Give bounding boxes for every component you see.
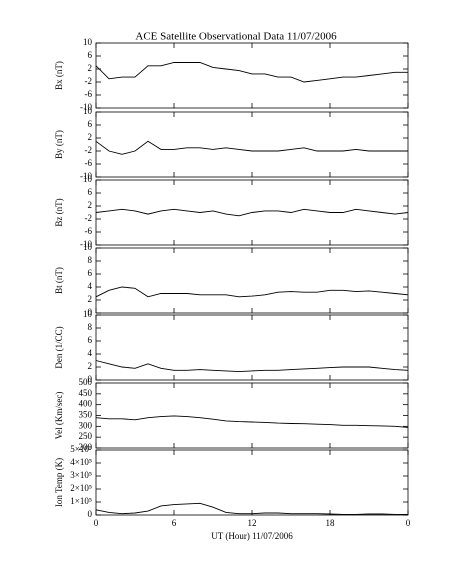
- y-axis-label: By (nT): [54, 130, 64, 159]
- y-tick-label: 2: [88, 200, 93, 210]
- y-tick-label: -6: [85, 226, 93, 236]
- y-axis-label: Bt (nT): [54, 267, 64, 294]
- y-tick-label: 3×10⁵: [70, 470, 92, 480]
- panel-frame: [95, 314, 409, 381]
- y-tick-label: 250: [79, 431, 93, 441]
- y-tick-label: 8: [88, 322, 93, 332]
- data-line: [95, 415, 409, 428]
- panel-frame: [95, 111, 409, 178]
- y-tick-label: 400: [79, 399, 93, 409]
- data-line: [95, 208, 409, 217]
- y-tick-label: 2: [88, 361, 93, 371]
- data-line: [95, 62, 408, 83]
- x-axis-label: UT (Hour) 11/07/2006: [211, 531, 293, 541]
- y-tick-label: 10: [83, 309, 93, 319]
- data-line: [95, 502, 408, 515]
- panel-frame: [95, 247, 409, 314]
- y-tick-label: 2×10⁵: [70, 483, 92, 493]
- y-tick-label: 4: [88, 348, 93, 358]
- y-tick-label: 0: [88, 307, 93, 317]
- y-tick-label: 350: [79, 410, 93, 420]
- y-tick-label: 0: [88, 374, 93, 384]
- y-tick-label: 6: [88, 187, 93, 197]
- y-tick-label: 4: [88, 281, 93, 291]
- data-line: [95, 360, 409, 373]
- y-tick-label: 6: [88, 268, 93, 278]
- y-tick-label: 450: [79, 388, 93, 398]
- y-tick-label: 200: [79, 442, 93, 452]
- y-tick-label: -10: [80, 102, 92, 112]
- y-tick-label: 0: [88, 509, 93, 519]
- panel-frame: [95, 42, 409, 109]
- y-tick-label: -2: [85, 213, 93, 223]
- y-tick-label: 10: [83, 174, 93, 184]
- data-line: [95, 140, 408, 155]
- y-tick-label: 6: [88, 50, 93, 60]
- y-tick-label: -2: [85, 145, 93, 155]
- y-tick-label: 500: [79, 377, 93, 387]
- y-tick-label: 6: [88, 335, 93, 345]
- y-tick-label: -6: [85, 158, 93, 168]
- x-tick-label: 18: [326, 518, 336, 528]
- y-tick-label: 8: [88, 255, 93, 265]
- y-tick-label: -6: [85, 89, 93, 99]
- y-tick-label: 5×10⁵: [70, 444, 92, 454]
- y-tick-label: -10: [80, 171, 92, 181]
- x-tick-label: 0: [94, 518, 99, 528]
- data-line: [95, 286, 409, 298]
- y-axis-label: Den (1/CC): [54, 326, 64, 368]
- x-tick-label: 6: [172, 518, 177, 528]
- y-tick-label: 300: [79, 420, 93, 430]
- chart-title: ACE Satellite Observational Data 11/07/2…: [135, 31, 337, 43]
- y-tick-label: 6: [88, 119, 93, 129]
- y-tick-label: -2: [85, 76, 93, 86]
- y-tick-label: 1×10⁵: [70, 496, 92, 506]
- y-tick-label: 2: [88, 132, 93, 142]
- y-tick-label: 10: [83, 37, 93, 47]
- y-axis-label: Bx (nT): [54, 61, 64, 90]
- y-axis-label: Bz (nT): [54, 198, 64, 226]
- panel-frame: [95, 382, 409, 449]
- y-tick-label: 2: [88, 294, 93, 304]
- y-tick-label: 4×10⁵: [70, 457, 92, 467]
- y-axis-label: Vel (Km/sec): [54, 392, 64, 440]
- y-tick-label: 10: [83, 106, 93, 116]
- x-tick-label: 12: [248, 518, 257, 528]
- y-tick-label: 2: [88, 63, 93, 73]
- y-tick-label: -10: [80, 239, 92, 249]
- y-axis-label: Ion Temp (K): [54, 458, 64, 507]
- x-tick-label: 0: [406, 518, 411, 528]
- y-tick-label: 10: [83, 242, 93, 252]
- panel-frame: [95, 449, 409, 516]
